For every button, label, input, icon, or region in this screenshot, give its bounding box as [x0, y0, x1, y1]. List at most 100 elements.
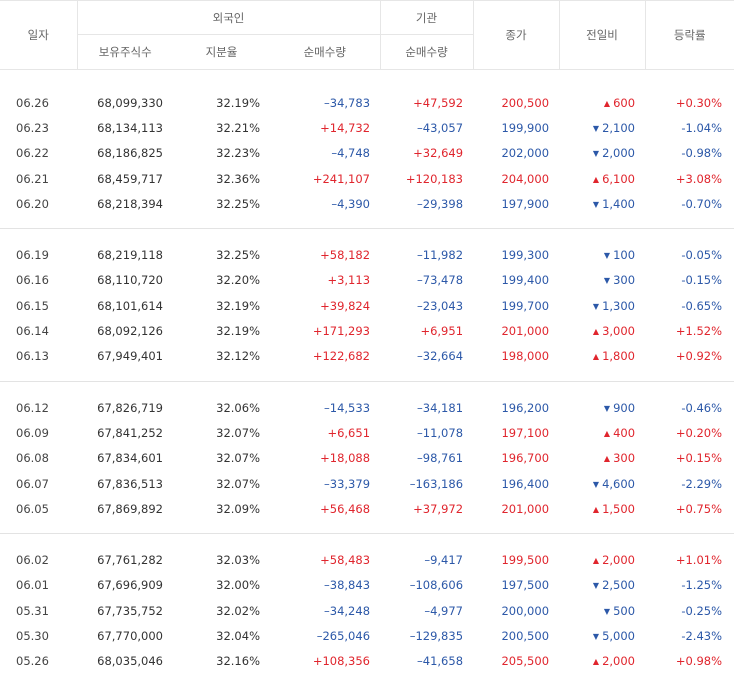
- ratio-cell: 32.06%: [216, 400, 260, 415]
- holdings-cell: 68,459,717: [97, 171, 163, 186]
- ratio-cell: 32.19%: [216, 95, 260, 110]
- triangle-down-icon: ▼: [592, 301, 600, 311]
- header-foreign-net: 순매수량: [270, 34, 381, 70]
- triangle-down-icon: ▼: [592, 149, 600, 159]
- prev-diff-cell: ▲ 6,100: [559, 166, 645, 191]
- foreign-net-cell: –33,379: [324, 476, 371, 491]
- header-rate: 등락률: [644, 0, 734, 70]
- rate-cell: +0.98%: [675, 654, 723, 669]
- prev-diff-cell: ▼ 2,100: [559, 115, 645, 140]
- table-row: 06.08 67,834,601 32.07% +18,088 –98,761 196,7…: [0, 446, 734, 471]
- close-cell: 201,000: [501, 324, 550, 339]
- inst-net-cell: –43,057: [417, 120, 464, 135]
- close-cell: 196,700: [501, 451, 550, 466]
- triangle-up-icon: ▲: [603, 98, 611, 108]
- foreign-net-cell: –34,783: [324, 95, 371, 110]
- prev-diff-cell: ▲ 2,000: [559, 547, 645, 572]
- rate-cell: +1.01%: [675, 553, 723, 568]
- inst-net-cell: –4,977: [424, 603, 464, 618]
- date-cell: 06.12: [16, 400, 49, 415]
- prev-diff-value: 6,100: [602, 171, 636, 186]
- foreign-net-cell: +3,113: [327, 273, 371, 288]
- row-divider: [0, 216, 734, 230]
- close-cell: 200,500: [501, 628, 550, 643]
- table-row: 05.26 68,035,046 32.16% +108,356 –41,658 205,…: [0, 649, 734, 674]
- spacer-cell: [0, 381, 734, 395]
- rate-cell: +3.08%: [675, 171, 723, 186]
- inst-net-cell: –11,982: [417, 248, 464, 263]
- prev-diff-value: 900: [613, 400, 636, 415]
- date-cell: 06.23: [16, 120, 49, 135]
- date-cell: 06.07: [16, 476, 49, 491]
- close-cell: 200,000: [501, 603, 550, 618]
- prev-diff-cell: ▼ 2,000: [559, 141, 645, 166]
- table-row: 06.01 67,696,909 32.00% –38,843 –108,606 197,…: [0, 573, 734, 598]
- row-divider: [0, 521, 734, 535]
- close-cell: 199,900: [501, 120, 550, 135]
- inst-net-cell: –11,078: [417, 425, 464, 440]
- inst-net-cell: +32,649: [413, 146, 464, 161]
- prev-diff-value: 2,100: [602, 120, 636, 135]
- foreign-net-cell: +39,824: [320, 298, 371, 313]
- inst-net-cell: –23,043: [417, 298, 464, 313]
- close-cell: 205,500: [501, 654, 550, 669]
- rate-cell: -0.46%: [681, 400, 723, 415]
- rate-cell: -0.65%: [681, 298, 723, 313]
- inst-net-cell: –29,398: [417, 196, 464, 211]
- foreign-net-cell: +14,732: [320, 120, 371, 135]
- date-cell: 05.26: [16, 654, 49, 669]
- holdings-cell: 67,869,892: [97, 501, 163, 516]
- triangle-down-icon: ▼: [592, 479, 600, 489]
- ratio-cell: 32.25%: [216, 248, 260, 263]
- prev-diff-value: 600: [613, 95, 636, 110]
- rate-cell: -0.05%: [681, 248, 723, 263]
- prev-diff-cell: ▲ 600: [559, 90, 645, 115]
- close-cell: 204,000: [501, 171, 550, 186]
- header-holdings: 보유주식수: [76, 34, 173, 70]
- header-ratio: 지분율: [173, 34, 270, 70]
- row-spacer: [0, 534, 734, 548]
- holdings-cell: 68,099,330: [97, 95, 163, 110]
- close-cell: 196,200: [501, 400, 550, 415]
- holdings-cell: 68,101,614: [97, 298, 163, 313]
- holdings-cell: 67,770,000: [97, 628, 163, 643]
- row-spacer: [0, 229, 734, 243]
- inst-net-cell: –163,186: [409, 476, 464, 491]
- prev-diff-value: 4,600: [602, 476, 636, 491]
- ratio-cell: 32.03%: [216, 553, 260, 568]
- date-cell: 06.09: [16, 425, 49, 440]
- holdings-cell: 68,134,113: [97, 120, 163, 135]
- prev-diff-value: 1,500: [602, 501, 636, 516]
- triangle-up-icon: ▲: [592, 556, 600, 566]
- holdings-cell: 67,949,401: [97, 349, 163, 364]
- prev-diff-value: 2,000: [602, 146, 636, 161]
- ratio-cell: 32.19%: [216, 298, 260, 313]
- holdings-cell: 67,836,513: [97, 476, 163, 491]
- prev-diff-value: 400: [613, 425, 636, 440]
- header-close: 종가: [472, 0, 560, 70]
- prev-diff-value: 300: [613, 451, 636, 466]
- triangle-up-icon: ▲: [603, 428, 611, 438]
- foreign-net-cell: +6,651: [327, 425, 371, 440]
- prev-diff-cell: ▲ 1,500: [559, 496, 645, 521]
- prev-diff-value: 1,300: [602, 298, 636, 313]
- date-cell: 06.05: [16, 501, 49, 516]
- date-cell: 06.26: [16, 95, 49, 110]
- close-cell: 199,700: [501, 298, 550, 313]
- holdings-cell: 67,826,719: [97, 400, 163, 415]
- holdings-cell: 68,035,046: [97, 654, 163, 669]
- table-row: 06.14 68,092,126 32.19% +171,293 +6,951 201,0…: [0, 318, 734, 343]
- ratio-cell: 32.02%: [216, 603, 260, 618]
- prev-diff-value: 1,400: [602, 196, 636, 211]
- table-row: 06.07 67,836,513 32.07% –33,379 –163,186 196,…: [0, 471, 734, 496]
- triangle-up-icon: ▲: [592, 352, 600, 362]
- date-cell: 06.16: [16, 273, 49, 288]
- triangle-up-icon: ▲: [592, 657, 600, 667]
- holdings-cell: 67,834,601: [97, 451, 163, 466]
- rate-cell: -0.98%: [681, 146, 723, 161]
- prev-diff-cell: ▼ 5,000: [559, 623, 645, 648]
- date-cell: 05.30: [16, 628, 49, 643]
- foreign-net-cell: –4,390: [331, 196, 371, 211]
- rate-cell: -2.43%: [681, 628, 723, 643]
- header-foreign: 외국인: [76, 0, 381, 35]
